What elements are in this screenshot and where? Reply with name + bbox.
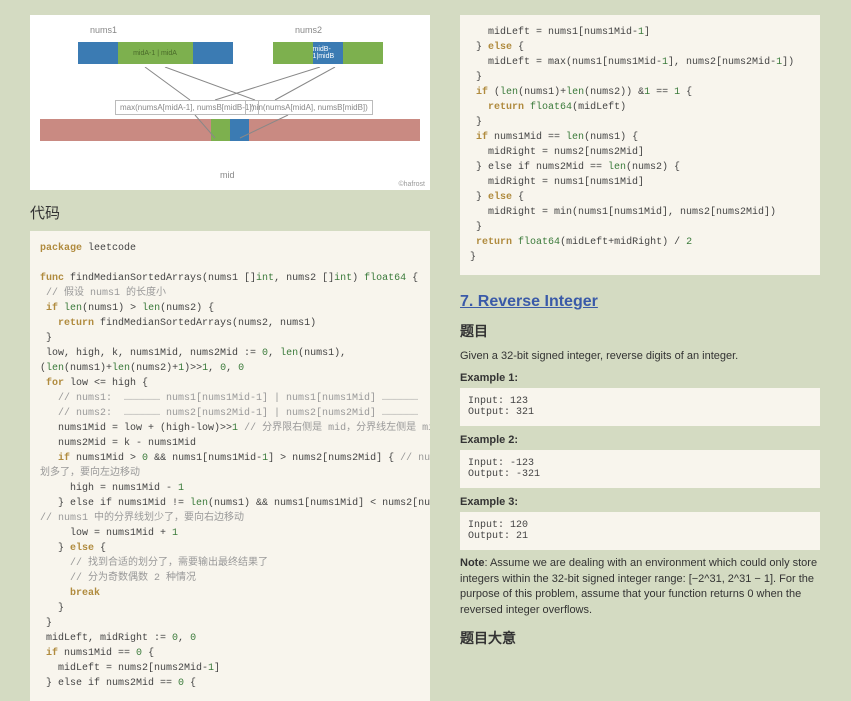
- ex2-output: Output: -321: [468, 469, 812, 480]
- problem-heading-2: 题目大意: [460, 628, 820, 648]
- right-column: midLeft = nums1[nums1Mid-1] } else { mid…: [460, 0, 820, 701]
- problem-7-title[interactable]: 7. Reverse Integer: [460, 293, 820, 311]
- bar-nums2: midB-1|midB: [273, 42, 383, 64]
- example1-label: Example 1:: [460, 372, 820, 384]
- left-column: nums1 nums2 midA-1 | midA midB-1|midB ma…: [30, 0, 430, 701]
- problem-note: Note: Assume we are dealing with an envi…: [460, 556, 820, 618]
- arrows-svg: [40, 67, 420, 102]
- problem-heading: 题目: [460, 321, 820, 341]
- algorithm-diagram: nums1 nums2 midA-1 | midA midB-1|midB ma…: [30, 15, 430, 190]
- mid-label: mid: [220, 170, 235, 180]
- example3-label: Example 3:: [460, 496, 820, 508]
- ex3-input: Input: 120: [468, 520, 812, 531]
- example3-io: Input: 120 Output: 21: [460, 512, 820, 550]
- code-block-2: midLeft = nums1[nums1Mid-1] } else { mid…: [460, 15, 820, 275]
- ex1-input: Input: 123: [468, 396, 812, 407]
- example2-label: Example 2:: [460, 434, 820, 446]
- formula-min: min(numsA[midA], numsB[midB]): [245, 100, 373, 115]
- ex3-output: Output: 21: [468, 531, 812, 542]
- arrows-down-svg: [40, 115, 420, 140]
- bar-nums1: midA-1 | midA: [78, 42, 233, 64]
- code-block-1: package leetcode func findMedianSortedAr…: [30, 231, 430, 701]
- diagram-credit: ©hafrost: [398, 181, 425, 188]
- nums1-label: nums1: [90, 25, 117, 35]
- ex1-output: Output: 321: [468, 407, 812, 418]
- formula-max: max(numsA[midA-1], numsB[midB-1]): [115, 100, 259, 115]
- nums2-label: nums2: [295, 25, 322, 35]
- problem-desc: Given a 32-bit signed integer, reverse d…: [460, 349, 820, 364]
- ex2-input: Input: -123: [468, 458, 812, 469]
- code-section-title: 代码: [30, 202, 430, 223]
- example2-io: Input: -123 Output: -321: [460, 450, 820, 488]
- example1-io: Input: 123 Output: 321: [460, 388, 820, 426]
